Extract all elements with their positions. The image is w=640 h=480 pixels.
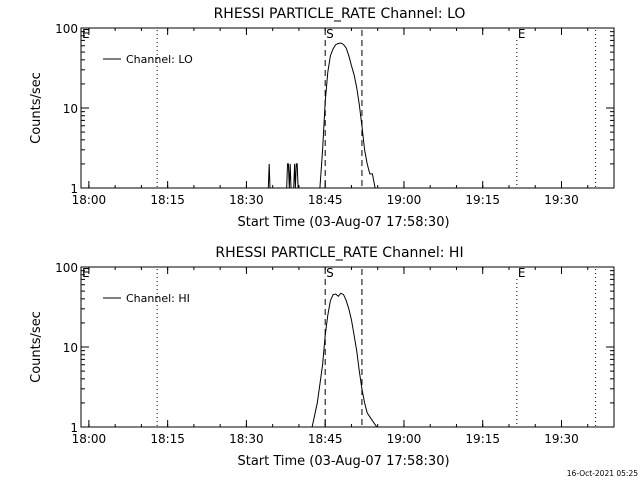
footer-timestamp: 16-Oct-2021 05:25 xyxy=(567,469,638,478)
chart-panels: RHESSI PARTICLE_RATE Channel: LO 18:00 18:… xyxy=(29,6,615,469)
x-tick-label: 18:00 xyxy=(72,432,107,446)
series-line xyxy=(267,42,377,189)
time-marker-label: E xyxy=(82,266,90,280)
y-axis-label: Counts/sec xyxy=(29,311,44,383)
x-tick-label: 19:15 xyxy=(465,193,500,207)
x-tick-label: 18:30 xyxy=(229,432,264,446)
time-marker-label: S xyxy=(326,27,334,41)
series-line xyxy=(311,292,378,428)
plot-frame xyxy=(80,266,615,428)
chart-panel-2: RHESSI PARTICLE_RATE Channel: HI 18:00 18:… xyxy=(29,245,615,469)
time-marker-label: E xyxy=(518,27,526,41)
chart-panel-1: RHESSI PARTICLE_RATE Channel: LO 18:00 18:… xyxy=(29,6,615,230)
x-tick-label: 18:30 xyxy=(229,193,264,207)
x-axis-label: Start Time (03-Aug-07 17:58:30) xyxy=(237,215,449,230)
x-tick-label: 19:00 xyxy=(387,193,422,207)
chart-title: RHESSI PARTICLE_RATE Channel: LO xyxy=(214,6,466,22)
x-tick-label: 19:30 xyxy=(544,432,579,446)
legend-entry: Channel: LO xyxy=(126,53,193,66)
y-axis-label: Counts/sec xyxy=(29,72,44,144)
y-tick-label: 10 xyxy=(63,341,78,355)
y-tick-label: 100 xyxy=(55,22,78,36)
x-axis-label: Start Time (03-Aug-07 17:58:30) xyxy=(237,454,449,469)
x-tick-label: 19:30 xyxy=(544,193,579,207)
x-tick-label: 19:00 xyxy=(387,432,422,446)
x-tick-label: 18:00 xyxy=(72,193,107,207)
y-tick-label: 100 xyxy=(55,261,78,275)
y-tick-label: 1 xyxy=(70,182,78,196)
x-tick-label: 18:45 xyxy=(308,193,343,207)
chart-title: RHESSI PARTICLE_RATE Channel: HI xyxy=(215,245,463,261)
x-tick-label: 18:45 xyxy=(308,432,343,446)
x-tick-label: 19:15 xyxy=(465,432,500,446)
time-marker-label: E xyxy=(82,27,90,41)
x-tick-label: 18:15 xyxy=(150,432,185,446)
time-marker-label: S xyxy=(326,266,334,280)
legend-entry: Channel: HI xyxy=(126,292,190,305)
x-tick-label: 18:15 xyxy=(150,193,185,207)
y-tick-label: 10 xyxy=(63,102,78,116)
y-tick-label: 1 xyxy=(70,421,78,435)
time-marker-label: E xyxy=(518,266,526,280)
